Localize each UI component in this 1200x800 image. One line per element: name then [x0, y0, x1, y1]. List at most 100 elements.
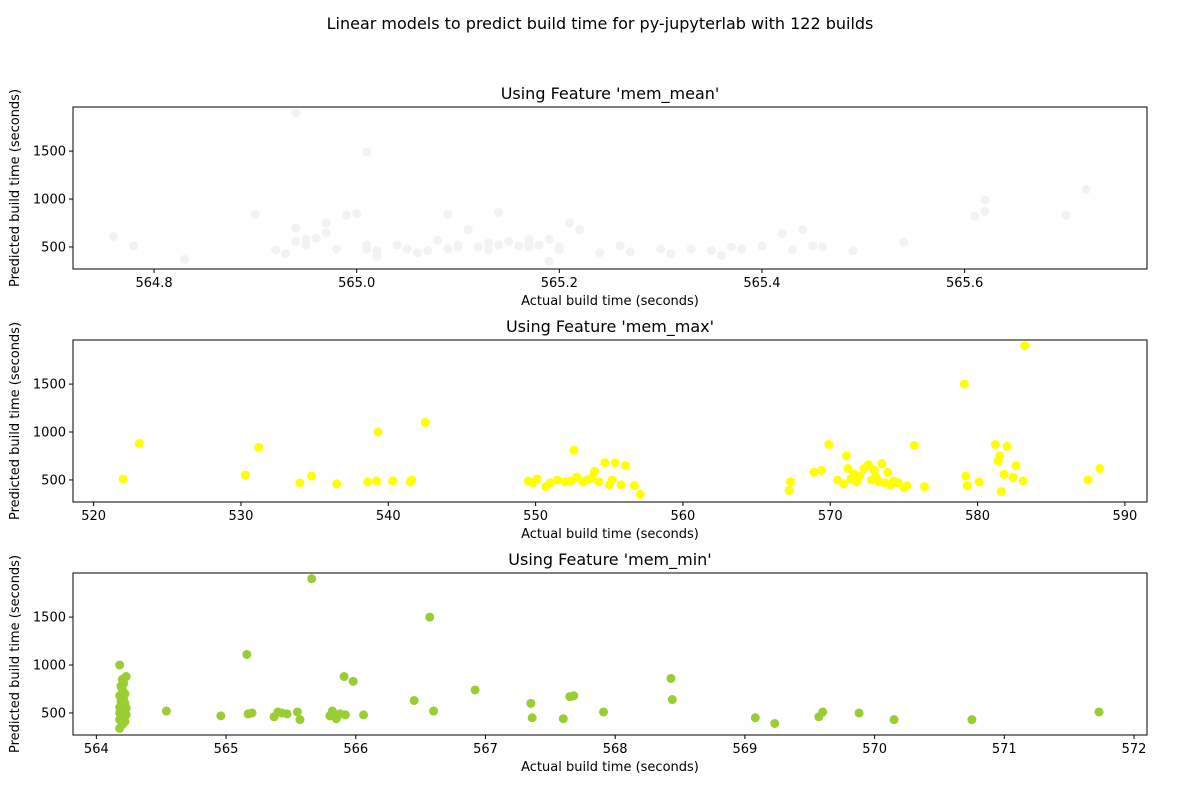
y-tick-label: 1500 [33, 378, 66, 393]
data-point [407, 475, 417, 485]
data-point [1061, 210, 1071, 220]
scatter-points [115, 574, 1104, 733]
data-point [615, 241, 625, 251]
data-point [216, 711, 226, 721]
data-point [706, 246, 716, 256]
data-point [889, 715, 899, 725]
data-point [980, 195, 990, 205]
data-point [1018, 476, 1028, 486]
data-point [494, 207, 504, 217]
subplot-title: Using Feature 'mem_mean' [501, 84, 720, 104]
data-point [526, 698, 536, 708]
data-point [332, 479, 342, 489]
data-point [920, 482, 930, 492]
data-point [425, 612, 435, 622]
data-point [443, 209, 453, 219]
data-point [247, 708, 257, 718]
data-point [967, 715, 977, 725]
data-point [855, 471, 865, 481]
data-point [839, 479, 849, 489]
data-point [616, 480, 626, 490]
data-point [841, 451, 851, 461]
x-axis-label: Actual build time (seconds) [521, 760, 699, 775]
data-point [504, 236, 514, 246]
y-tick-label: 1000 [33, 426, 66, 441]
data-point [412, 248, 422, 258]
data-point [808, 241, 818, 251]
data-point [558, 714, 568, 724]
data-point [473, 242, 483, 252]
data-point [962, 481, 972, 491]
data-point [848, 246, 858, 256]
scatter-points [109, 108, 1091, 266]
x-tick-label: 580 [965, 509, 990, 524]
data-point [420, 417, 430, 427]
data-point [666, 249, 676, 259]
data-point [545, 478, 555, 488]
x-tick-label: 572 [1122, 742, 1147, 757]
x-tick-label: 569 [732, 742, 757, 757]
x-tick-label: 560 [671, 509, 696, 524]
data-point [666, 673, 676, 683]
data-point [254, 442, 264, 452]
data-point [352, 208, 362, 218]
subplot-mem-mean: 564.8 565.0 565.2 565.4 565.6 500 1000 1500 Usi… [8, 84, 1148, 309]
data-point [564, 218, 574, 228]
data-point [453, 240, 463, 250]
data-point [115, 660, 125, 670]
data-point [544, 256, 554, 266]
data-point [282, 709, 292, 719]
x-tick-label: 565.2 [541, 276, 578, 291]
data-point [121, 672, 131, 682]
tick-marks: 520 530 540 550 560 570 580 590 500 1000 1500 [33, 378, 1137, 524]
data-point [129, 241, 139, 251]
data-point [527, 713, 537, 723]
data-point [372, 252, 382, 262]
data-point [532, 474, 542, 484]
data-point [242, 649, 252, 659]
axes-frame [72, 572, 1148, 736]
axes-frame [72, 339, 1148, 503]
data-point [594, 477, 604, 487]
data-point [301, 240, 311, 250]
data-point [250, 209, 260, 219]
data-point [607, 475, 617, 485]
x-tick-label: 567 [473, 742, 498, 757]
data-point [433, 235, 443, 245]
data-point [816, 465, 826, 475]
y-axis-label: Predicted build time (seconds) [8, 89, 23, 287]
data-point [595, 248, 605, 258]
subplot-title: Using Feature 'mem_min' [508, 550, 711, 570]
x-tick-label: 540 [376, 509, 401, 524]
data-point [134, 439, 144, 449]
data-point [392, 240, 402, 250]
x-tick-label: 570 [818, 509, 843, 524]
data-point [463, 225, 473, 235]
data-point [281, 249, 291, 259]
data-point [373, 427, 383, 437]
data-point [534, 240, 544, 250]
x-tick-label: 564.8 [135, 276, 172, 291]
y-axis-label: Predicted build time (seconds) [8, 322, 23, 520]
data-point [348, 676, 358, 686]
data-point [240, 470, 250, 480]
data-point [824, 439, 834, 449]
data-point [362, 244, 372, 254]
data-point [1081, 184, 1091, 194]
data-point [1011, 461, 1021, 471]
data-point [1094, 707, 1104, 717]
data-point [625, 247, 635, 257]
data-point [569, 445, 579, 455]
data-point [443, 244, 453, 254]
data-point [899, 237, 909, 247]
data-point [610, 458, 620, 468]
data-point [575, 225, 585, 235]
data-point [363, 477, 373, 487]
data-point [996, 486, 1006, 496]
x-tick-label: 565 [214, 742, 239, 757]
subplot-mem-min: 564 565 566 567 568 569 570 571 572 500 1000 1500 U… [8, 550, 1148, 775]
axes-frame [72, 106, 1148, 270]
data-point [359, 710, 369, 720]
y-tick-label: 500 [41, 706, 66, 721]
